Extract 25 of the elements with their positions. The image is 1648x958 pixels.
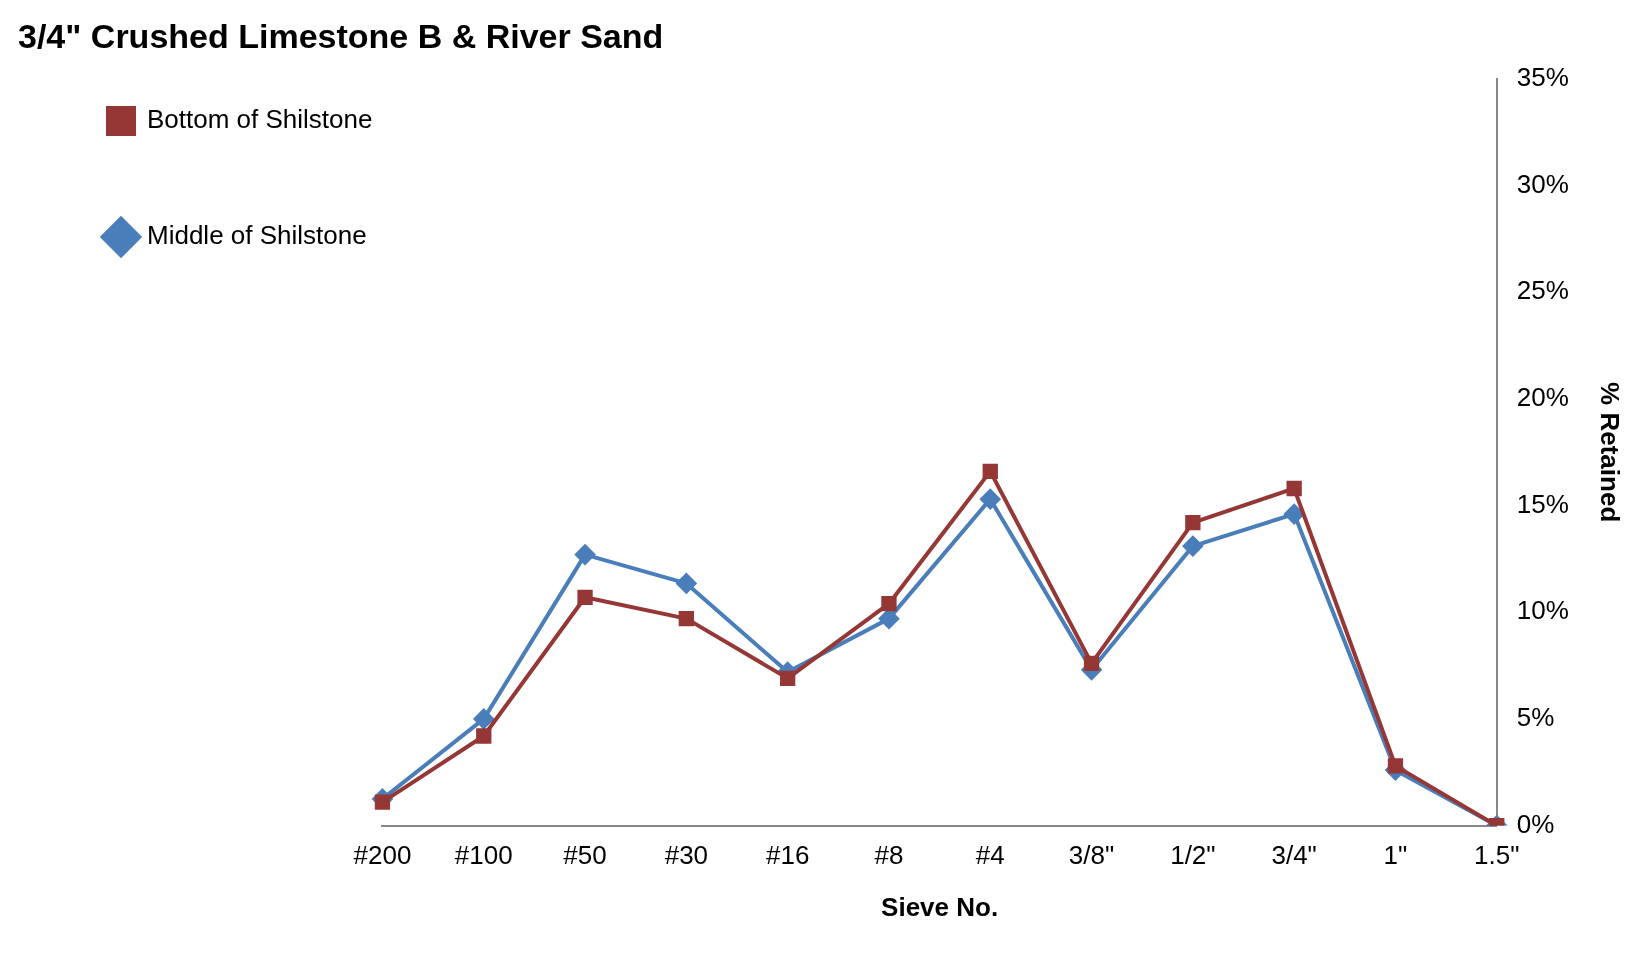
legend-label: Bottom of Shilstone [147,104,373,135]
y-tick-label: 30% [1516,168,1569,199]
x-tick-label: #16 [765,840,810,871]
y-axis-title: % Retained [1595,382,1626,523]
x-axis-title: Sieve No. [881,891,999,922]
x-tick-label: #8 [874,840,904,871]
y-tick-label: 0% [1516,808,1555,839]
x-tick-label: #4 [975,840,1005,871]
x-tick-label: #200 [353,840,412,871]
y-tick-label: 20% [1516,382,1569,413]
x-tick-label: 1" [1383,840,1408,871]
x-tick-label: #100 [454,840,513,871]
legend-label: Middle of Shilstone [147,220,367,251]
x-tick-label: #30 [664,840,709,871]
y-tick-label: 35% [1516,61,1569,92]
chart-title: 3/4" Crushed Limestone B & River Sand [18,16,664,55]
x-tick-label: 3/4" [1271,840,1317,871]
y-tick-label: 25% [1516,275,1569,306]
x-tick-label: #50 [563,840,607,871]
y-tick-label: 15% [1516,488,1569,519]
x-tick-label: 1/2" [1170,840,1216,871]
x-tick-label: 3/8" [1068,840,1115,871]
y-tick-label: 5% [1516,702,1555,733]
y-tick-label: 10% [1516,595,1569,626]
x-tick-label: 1.5" [1474,840,1520,871]
